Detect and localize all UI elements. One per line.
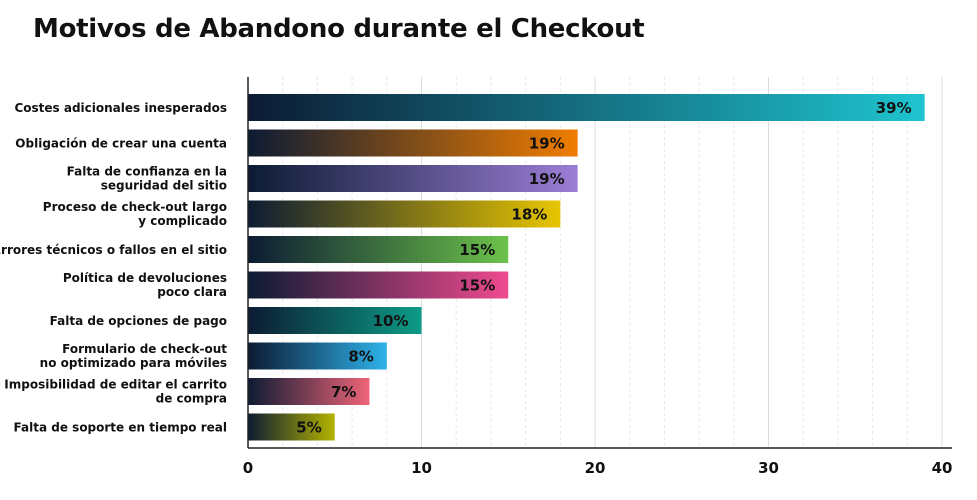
value-label: 8% (348, 348, 373, 366)
bars (248, 94, 925, 441)
category-label: Falta de opciones de pago (50, 314, 227, 328)
bar (248, 129, 578, 157)
bar (248, 271, 509, 299)
category-label: Proceso de check-out largo y complicado (43, 200, 227, 228)
category-label-line: Falta de confianza en la (67, 165, 227, 179)
x-tick-label: 40 (932, 459, 953, 477)
value-label: 19% (529, 135, 565, 153)
value-label: 15% (459, 241, 495, 259)
bar (248, 378, 370, 405)
value-label: 5% (296, 419, 321, 437)
bar (248, 307, 422, 334)
value-label: 7% (331, 383, 356, 401)
category-label: Costes adicionales inesperados (14, 101, 227, 115)
bar (248, 413, 335, 441)
bar (248, 342, 387, 370)
category-label-line: no optimizado para móviles (40, 356, 227, 370)
value-label: 39% (876, 99, 912, 117)
category-label-line: y complicado (138, 214, 227, 228)
category-label: Falta de soporte en tiempo real (14, 421, 227, 435)
category-label-line: poco clara (157, 285, 227, 299)
category-labels: Costes adicionales inesperados Obligación… (0, 101, 227, 435)
category-label: Formulario de check-out no optimizado par… (40, 342, 228, 370)
value-labels: 39% 19% 19% 18% 15% 15% 10%8% 7% 5% (296, 99, 911, 437)
category-label: Errores técnicos o fallos en el sitio (0, 243, 227, 257)
chart-title: Motivos de Abandono durante el Checkout (33, 14, 645, 44)
value-label: 10% (373, 312, 409, 330)
category-label: Obligación de crear una cuenta (15, 137, 227, 151)
bar (248, 94, 925, 121)
value-label: 18% (511, 206, 547, 224)
category-label: Falta de confianza en la seguridad del si… (67, 165, 227, 193)
value-label: 19% (529, 170, 565, 188)
category-label-line: Formulario de check-out (62, 342, 227, 356)
category-label-line: de compra (156, 392, 227, 406)
category-label-line: seguridad del sitio (101, 179, 227, 193)
x-tick-label: 30 (758, 459, 779, 477)
bar (248, 200, 561, 228)
value-label: 15% (459, 277, 495, 295)
category-label-line: Política de devoluciones (63, 271, 227, 285)
category-label: Política de devoluciones poco clara (63, 271, 227, 299)
x-tick-labels: 0 10 20 30 40 (243, 459, 953, 477)
bar (248, 236, 509, 263)
category-label: Imposibilidad de editar el carrito de com… (4, 378, 227, 406)
x-tick-label: 20 (585, 459, 606, 477)
x-tick-label: 0 (243, 459, 253, 477)
category-label-line: Proceso de check-out largo (43, 200, 227, 214)
bar (248, 165, 578, 192)
axes (247, 77, 952, 449)
x-tick-label: 10 (411, 459, 432, 477)
category-label-line: Imposibilidad de editar el carrito (4, 378, 227, 392)
